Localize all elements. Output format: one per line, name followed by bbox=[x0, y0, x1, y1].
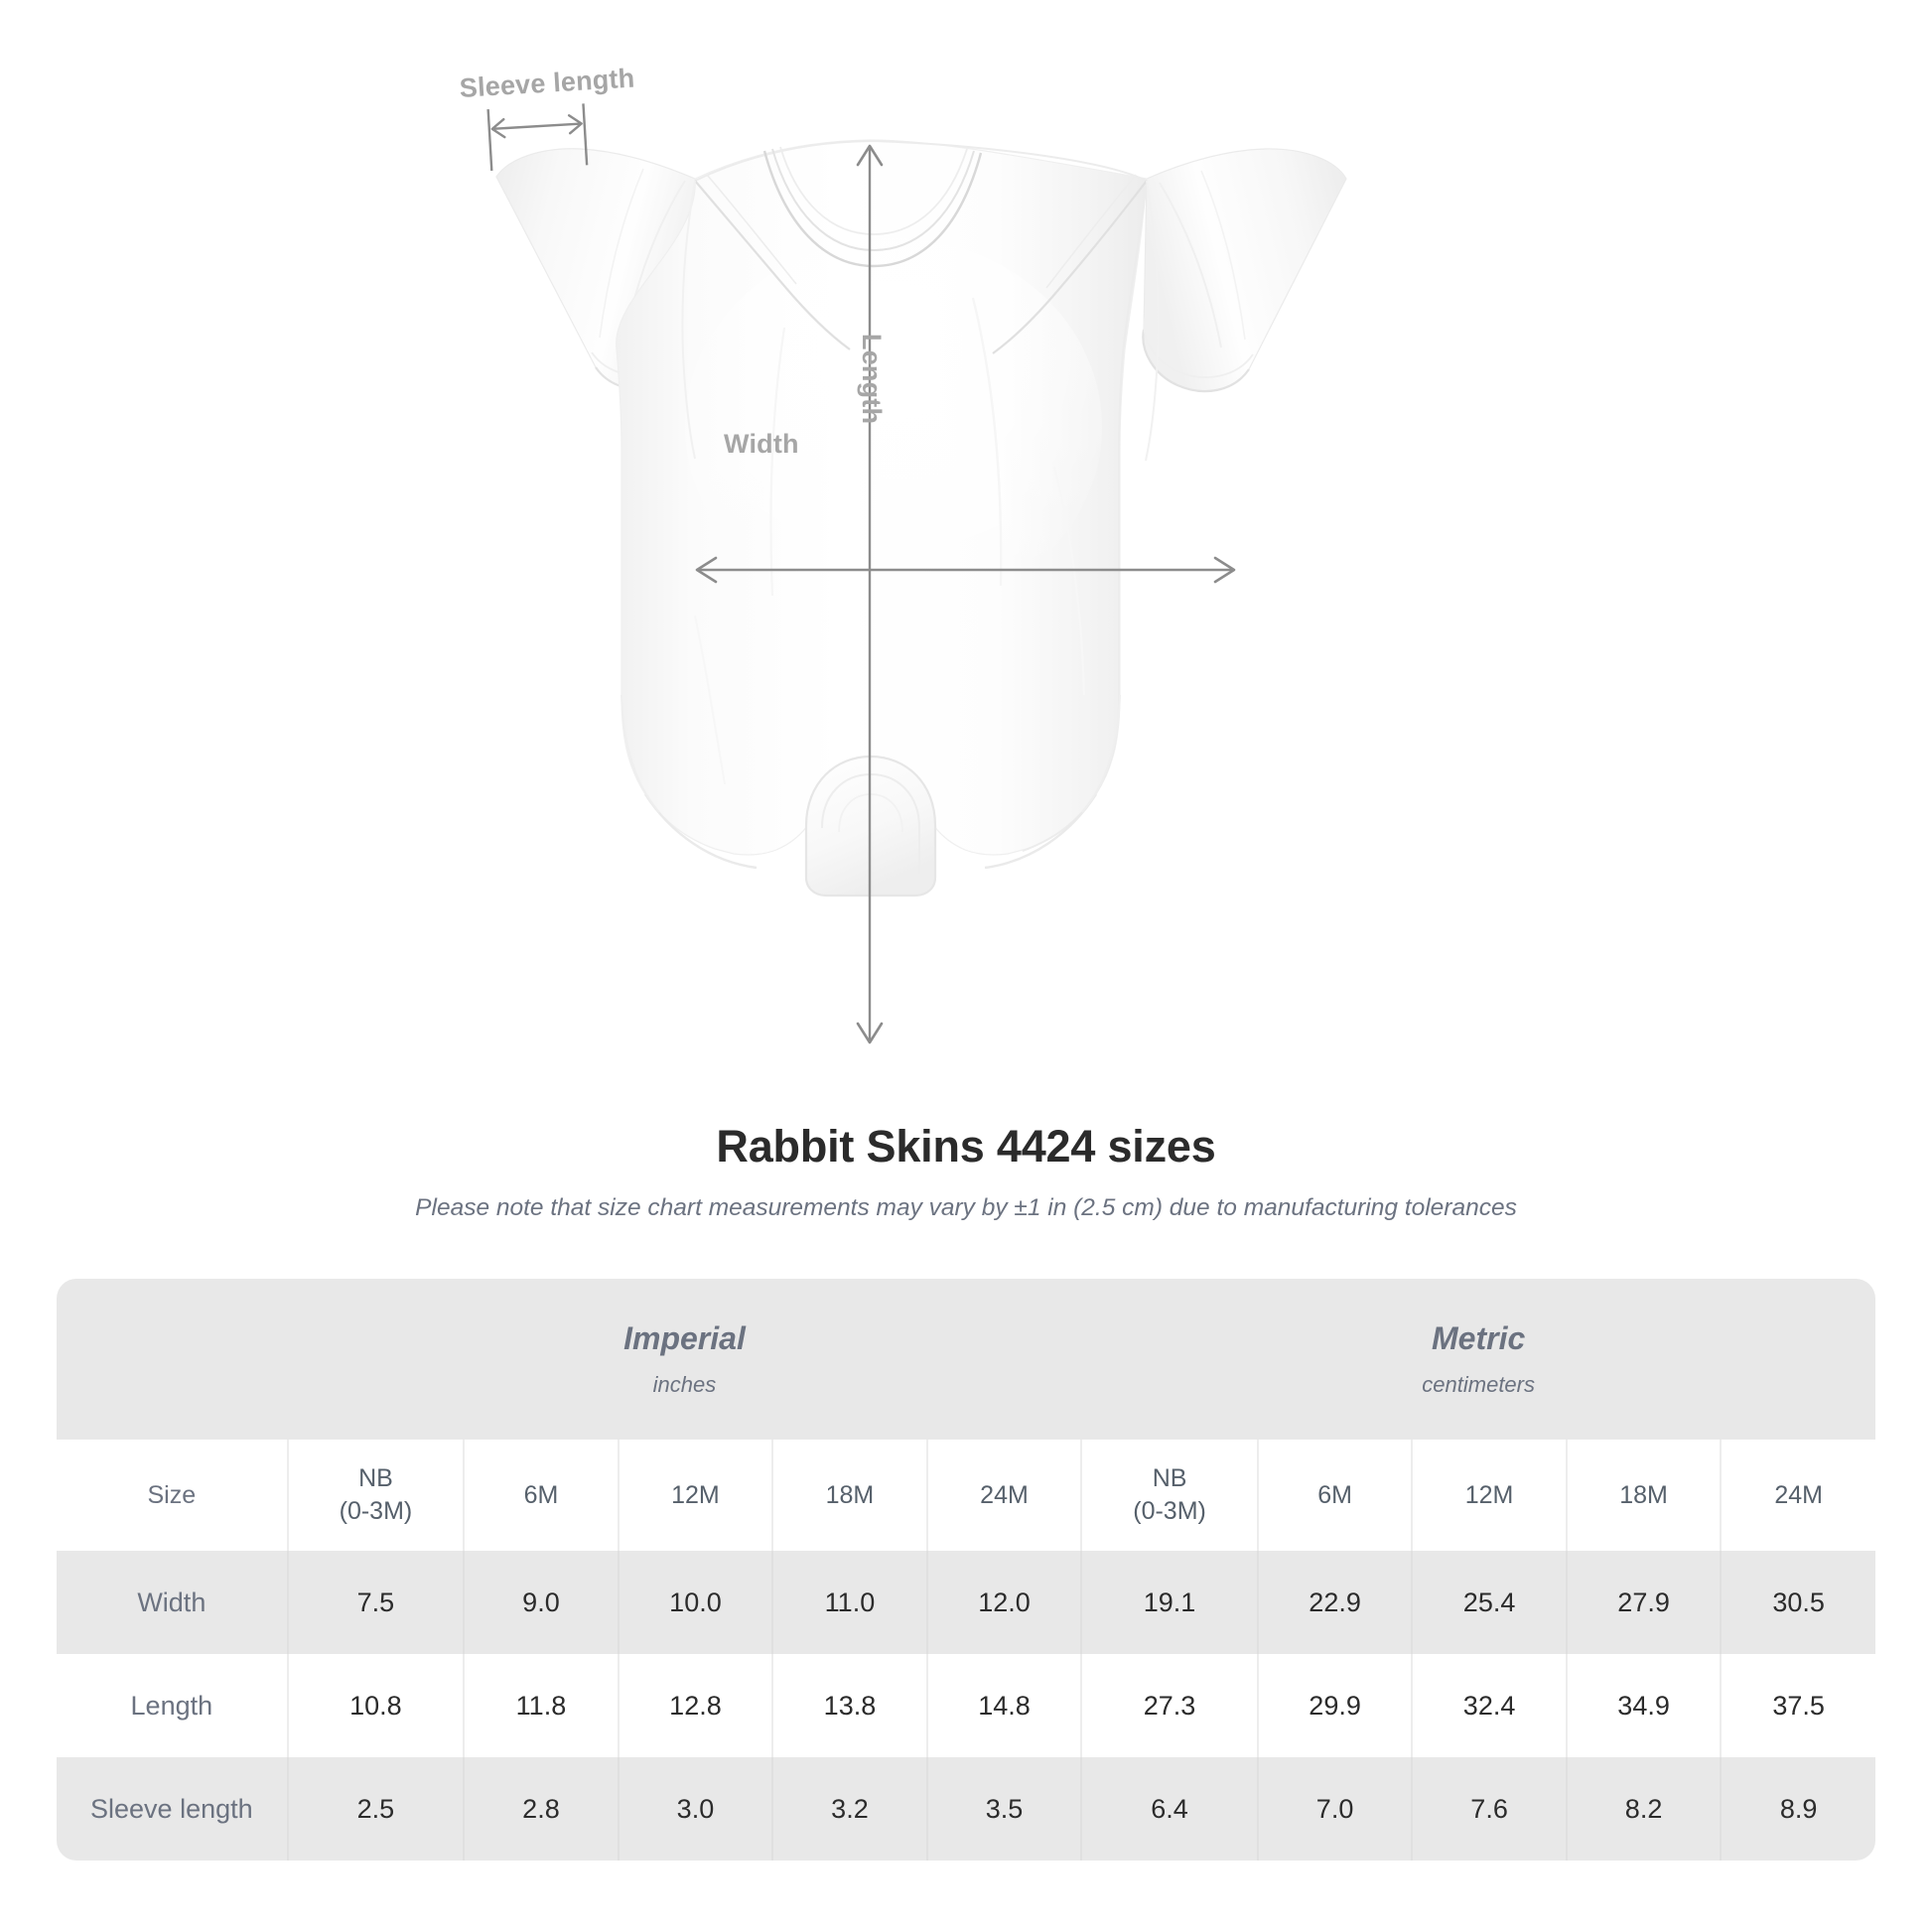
column-header-imperial-18m: 18M bbox=[771, 1440, 927, 1551]
unit-group-imperial-name: Imperial bbox=[623, 1320, 746, 1357]
cell-sleeve-metric-6m: 7.0 bbox=[1256, 1757, 1413, 1861]
cell-length-metric-6m: 29.9 bbox=[1256, 1654, 1413, 1757]
cell-sleeve-imperial-nb: 2.5 bbox=[286, 1757, 465, 1861]
size-header-row: Size NB (0-3M) 6M 12M 18M 24M NB (0-3M) … bbox=[57, 1440, 1875, 1551]
page-title: Rabbit Skins 4424 sizes bbox=[716, 1121, 1216, 1172]
unit-group-row: Imperial inches Metric centimeters bbox=[57, 1279, 1875, 1440]
cell-width-metric-nb: 19.1 bbox=[1080, 1551, 1258, 1654]
cell-length-metric-nb: 27.3 bbox=[1080, 1654, 1258, 1757]
row-label-length: Length bbox=[57, 1654, 288, 1757]
cell-width-metric-18m: 27.9 bbox=[1565, 1551, 1722, 1654]
size-chart-table: Imperial inches Metric centimeters Size … bbox=[57, 1279, 1875, 1861]
cell-width-imperial-24m: 12.0 bbox=[925, 1551, 1082, 1654]
column-header-imperial-24m: 24M bbox=[925, 1440, 1082, 1551]
unit-row-spacer bbox=[57, 1279, 288, 1440]
garment-illustration: Sleeve length Length Width bbox=[459, 64, 1347, 1044]
bodysuit-diagram bbox=[486, 103, 1347, 1044]
column-header-metric-24m: 24M bbox=[1720, 1440, 1875, 1551]
cell-length-imperial-24m: 14.8 bbox=[925, 1654, 1082, 1757]
cell-width-imperial-nb: 7.5 bbox=[286, 1551, 465, 1654]
cell-sleeve-metric-nb: 6.4 bbox=[1080, 1757, 1258, 1861]
column-header-imperial-12m: 12M bbox=[617, 1440, 773, 1551]
cell-width-imperial-18m: 11.0 bbox=[771, 1551, 927, 1654]
cell-sleeve-imperial-24m: 3.5 bbox=[925, 1757, 1082, 1861]
cell-length-metric-18m: 34.9 bbox=[1565, 1654, 1722, 1757]
bodysuit-body bbox=[616, 139, 1160, 870]
row-label-width: Width bbox=[57, 1551, 288, 1654]
width-dimension bbox=[695, 556, 1236, 584]
cell-sleeve-metric-12m: 7.6 bbox=[1411, 1757, 1567, 1861]
cell-length-metric-12m: 32.4 bbox=[1411, 1654, 1567, 1757]
unit-group-imperial: Imperial inches bbox=[287, 1279, 1082, 1440]
column-header-metric-12m: 12M bbox=[1411, 1440, 1567, 1551]
column-header-metric-6m: 6M bbox=[1256, 1440, 1413, 1551]
column-header-line1: NB bbox=[358, 1464, 393, 1492]
column-header-metric-18m: 18M bbox=[1565, 1440, 1722, 1551]
cell-width-imperial-12m: 10.0 bbox=[617, 1551, 773, 1654]
cell-length-imperial-18m: 13.8 bbox=[771, 1654, 927, 1757]
unit-group-metric: Metric centimeters bbox=[1081, 1279, 1875, 1440]
sleeve-length-dimension bbox=[486, 103, 589, 172]
column-header-imperial-6m: 6M bbox=[463, 1440, 619, 1551]
column-header-imperial-nb: NB (0-3M) bbox=[286, 1440, 465, 1551]
cell-length-imperial-6m: 11.8 bbox=[463, 1654, 619, 1757]
cell-sleeve-imperial-18m: 3.2 bbox=[771, 1757, 927, 1861]
tolerance-note: Please note that size chart measurements… bbox=[415, 1193, 1517, 1221]
cell-width-metric-24m: 30.5 bbox=[1720, 1551, 1875, 1654]
cell-width-imperial-6m: 9.0 bbox=[463, 1551, 619, 1654]
table-row: Width 7.5 9.0 10.0 11.0 12.0 19.1 22.9 2… bbox=[57, 1551, 1875, 1654]
chart-header: Rabbit Skins 4424 sizes Please note that… bbox=[0, 1122, 1932, 1222]
right-sleeve bbox=[1142, 148, 1347, 393]
column-header-line1: NB bbox=[1152, 1464, 1187, 1492]
column-header-line2: (0-3M) bbox=[1133, 1497, 1206, 1525]
cell-sleeve-metric-24m: 8.9 bbox=[1720, 1757, 1875, 1861]
cell-length-metric-24m: 37.5 bbox=[1720, 1654, 1875, 1757]
width-label: Width bbox=[724, 429, 799, 459]
length-label: Length bbox=[857, 334, 887, 425]
column-header-line2: (0-3M) bbox=[339, 1497, 413, 1525]
cell-sleeve-imperial-6m: 2.8 bbox=[463, 1757, 619, 1861]
table-row: Length 10.8 11.8 12.8 13.8 14.8 27.3 29.… bbox=[57, 1654, 1875, 1757]
cell-width-metric-6m: 22.9 bbox=[1256, 1551, 1413, 1654]
unit-group-metric-name: Metric bbox=[1432, 1320, 1526, 1357]
cell-sleeve-metric-18m: 8.2 bbox=[1565, 1757, 1722, 1861]
measurement-arrows bbox=[486, 103, 1236, 1044]
length-dimension bbox=[856, 144, 884, 1044]
cell-length-imperial-nb: 10.8 bbox=[286, 1654, 465, 1757]
cell-length-imperial-12m: 12.8 bbox=[617, 1654, 773, 1757]
table-row: Sleeve length 2.5 2.8 3.0 3.2 3.5 6.4 7.… bbox=[57, 1757, 1875, 1861]
unit-group-imperial-sub: inches bbox=[652, 1371, 717, 1397]
size-chart-table-wrapper: Imperial inches Metric centimeters Size … bbox=[57, 1279, 1875, 1861]
column-header-metric-nb: NB (0-3M) bbox=[1080, 1440, 1258, 1551]
unit-group-metric-sub: centimeters bbox=[1422, 1371, 1535, 1397]
cell-sleeve-imperial-12m: 3.0 bbox=[617, 1757, 773, 1861]
row-label-sleeve-length: Sleeve length bbox=[57, 1757, 288, 1861]
cell-width-metric-12m: 25.4 bbox=[1411, 1551, 1567, 1654]
header-size-label: Size bbox=[57, 1440, 288, 1551]
